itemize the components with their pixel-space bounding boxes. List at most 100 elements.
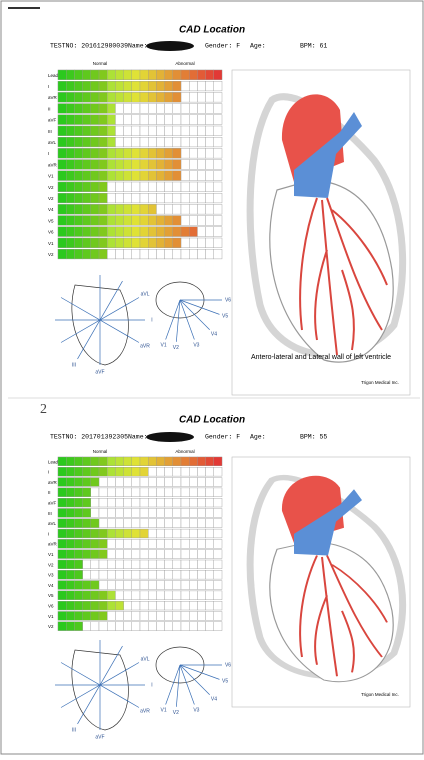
bar-cell [82, 125, 91, 136]
bar-cell [107, 215, 116, 226]
bar-cell [82, 477, 91, 487]
grid-cell [90, 508, 100, 518]
grid-cell [188, 204, 198, 215]
bar-cell [74, 611, 83, 621]
grid-cell [164, 621, 174, 631]
lead-label: aVL [48, 521, 57, 526]
grid-cell [197, 125, 206, 136]
bar-cell [66, 528, 75, 539]
bar-cell [74, 498, 83, 508]
grid-cell [147, 539, 157, 549]
bar-cell [172, 81, 182, 92]
bar-cell [82, 92, 91, 103]
grid-cell [123, 181, 132, 192]
bar-cell [74, 508, 83, 518]
bar-cell [57, 621, 67, 631]
bar-cell [148, 92, 157, 103]
bar-cell [90, 456, 100, 466]
grid-cell [82, 559, 91, 570]
lead-bar [57, 237, 182, 248]
title: CAD Location [179, 415, 245, 426]
lead-label: aVF [48, 118, 57, 123]
bar-cell [123, 69, 132, 80]
bar-cell [66, 148, 75, 159]
bar-cell [82, 580, 91, 590]
axis-label: aVF [95, 369, 104, 375]
axis-label: aVF [95, 734, 104, 740]
grid-cell [123, 103, 132, 114]
grid-cell [205, 487, 215, 497]
bar-cell [131, 170, 141, 181]
bar-cell [82, 226, 91, 237]
bar-cell [107, 226, 116, 237]
grid-cell [180, 580, 190, 590]
chest-label: V1 [161, 707, 167, 713]
bar-cell [139, 467, 149, 477]
bar-cell [66, 215, 75, 226]
axis-label: aVR [140, 708, 150, 714]
lead-label: V2 [48, 196, 54, 201]
grid-cell [131, 114, 141, 125]
bar-cell [139, 170, 149, 181]
coronary-vessel [314, 249, 328, 341]
grid-cell [147, 580, 157, 590]
grid-cell [131, 580, 141, 590]
bar-cell [139, 81, 149, 92]
bar-cell [98, 456, 108, 466]
bar-cell [115, 215, 124, 226]
grid-cell [180, 467, 190, 477]
bar-cell [164, 456, 173, 466]
lead-label: V4 [48, 583, 54, 588]
chest-label: V4 [211, 331, 217, 337]
grid-cell [123, 498, 132, 508]
bar-cell [57, 528, 67, 539]
axis-label: aVL [141, 656, 150, 662]
grid-cell [106, 248, 116, 260]
lead-label: aVR [48, 95, 58, 100]
grid-cell [131, 181, 141, 192]
grid-cell [156, 508, 165, 518]
grid-cell [188, 114, 198, 125]
grid-cell [172, 204, 182, 215]
bar-cell [74, 148, 83, 159]
bar-cell [123, 456, 132, 466]
grid-cell [123, 508, 132, 518]
bar-cell [82, 601, 91, 611]
bar-cell [164, 69, 173, 80]
coronary-vessel [321, 199, 338, 356]
grid-cell [147, 248, 157, 260]
grid-cell [188, 539, 198, 549]
bar-cell [131, 456, 141, 466]
bar-cell [164, 170, 173, 181]
grid-cell [90, 487, 100, 497]
bar-cell [115, 81, 124, 92]
grid-cell [123, 518, 132, 528]
bar-cell [82, 487, 91, 497]
grid-cell [139, 601, 149, 611]
grid-cell [123, 570, 132, 580]
grid-cell [106, 477, 116, 487]
bar-cell [115, 528, 124, 539]
bar-cell [74, 518, 83, 528]
bar-cell [115, 237, 124, 248]
lead-bar [57, 467, 149, 477]
bar-cell [98, 125, 108, 136]
grid-cell [131, 549, 141, 559]
grid-cell [115, 136, 124, 148]
grid-cell [147, 125, 157, 136]
lead-bar [57, 148, 182, 159]
grid-cell [147, 487, 157, 497]
bar-cell [82, 181, 91, 192]
grid-cell [115, 477, 124, 487]
bar-cell [90, 81, 100, 92]
grid-cell [213, 580, 223, 590]
grid-cell [197, 559, 206, 570]
grid-cell [205, 136, 215, 148]
grid-cell [131, 103, 141, 114]
bar-cell [90, 477, 100, 487]
bar-cell [66, 518, 75, 528]
grid-cell [115, 580, 124, 590]
bar-cell [57, 159, 67, 170]
grid-cell [180, 248, 190, 260]
